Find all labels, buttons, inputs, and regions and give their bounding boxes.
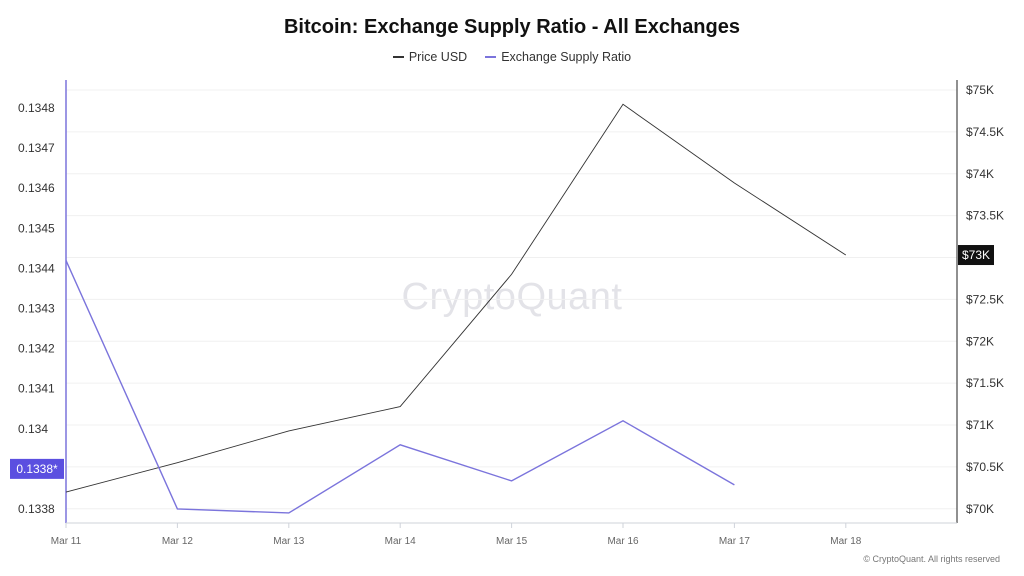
y-left-tick-label: 0.1346 — [18, 181, 55, 195]
y-left-tick-label: 0.1343 — [18, 302, 55, 316]
legend-label-price: Price USD — [408, 50, 468, 64]
legend-swatch-price — [392, 56, 404, 58]
x-tick-label: Mar 14 — [385, 536, 417, 547]
y-right-tick-label: $70K — [966, 502, 994, 516]
y-right-tick-label: $74K — [966, 167, 994, 181]
current-price-marker — [958, 245, 994, 266]
y-right-tick-label: $70.5K — [966, 460, 1004, 474]
x-tick-label: Mar 15 — [496, 536, 528, 547]
x-tick-label: Mar 18 — [830, 536, 862, 547]
x-tick-label: Mar 17 — [719, 536, 751, 547]
y-left-tick-label: 0.1344 — [18, 261, 55, 275]
y-right-tick-label: $74.5K — [966, 125, 1004, 139]
x-tick-label: Mar 13 — [273, 536, 305, 547]
x-tick-label: Mar 11 — [51, 536, 82, 547]
y-left-tick-label: 0.1347 — [18, 141, 55, 155]
y-right-tick-label: $72K — [966, 334, 994, 348]
copyright-notice: © CryptoQuant. All rights reserved — [863, 554, 1000, 564]
y-left-tick-label: 0.1345 — [18, 221, 55, 235]
y-left-tick-label: 0.134 — [18, 422, 48, 436]
legend-label-ratio: Exchange Supply Ratio — [501, 50, 632, 64]
y-left-tick-label: 0.1338 — [18, 502, 55, 516]
y-left-tick-label: 0.1341 — [18, 382, 55, 396]
watermark: CryptoQuant — [401, 276, 623, 318]
x-tick-label: Mar 16 — [607, 536, 639, 547]
current-ratio-marker — [10, 458, 64, 479]
chart-title: Bitcoin: Exchange Supply Ratio - All Exc… — [283, 16, 740, 38]
y-right-tick-label: $71K — [966, 418, 994, 432]
y-left-tick-label: 0.1342 — [18, 342, 55, 356]
y-right-tick-label: $71.5K — [966, 376, 1004, 390]
chart-legend: Price USD Exchange Supply Ratio — [0, 50, 1024, 64]
current-price-marker-label: $73K — [962, 248, 990, 262]
series-line-exchange-supply-ratio — [65, 260, 735, 514]
y-left-tick-label: 0.1348 — [18, 101, 55, 115]
legend-item-ratio[interactable]: Exchange Supply Ratio — [485, 50, 631, 64]
legend-swatch-ratio — [485, 56, 497, 58]
y-right-tick-label: $73.5K — [966, 209, 1004, 223]
x-tick-label: Mar 12 — [162, 536, 194, 547]
legend-item-price[interactable]: Price USD — [392, 50, 468, 64]
y-right-tick-label: $75K — [966, 83, 994, 97]
current-ratio-marker-label: 0.1338* — [16, 462, 58, 476]
series-line-price — [65, 103, 847, 493]
y-right-tick-label: $72.5K — [966, 292, 1004, 306]
